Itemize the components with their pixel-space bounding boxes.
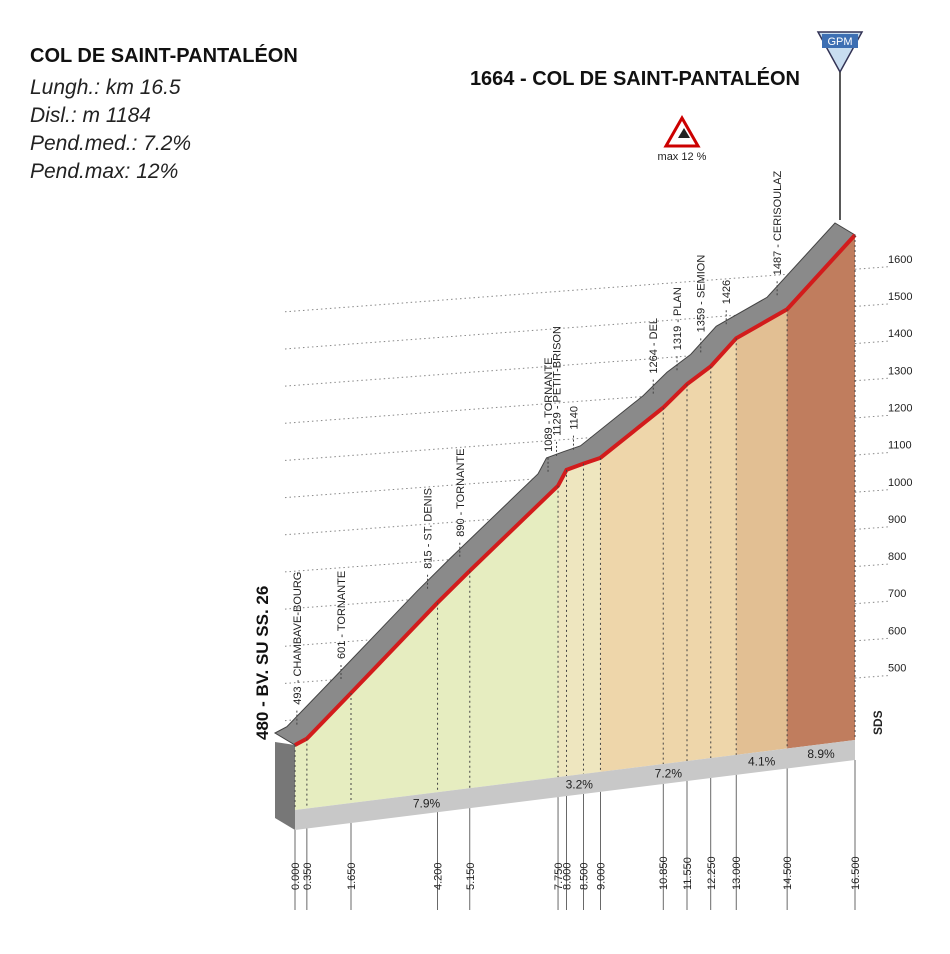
- x-tick-label: 10.850: [658, 856, 670, 890]
- x-tick-label: 16.500: [850, 856, 862, 890]
- x-tick-label: 0.000: [290, 862, 302, 890]
- max-sign-icon: [678, 128, 690, 138]
- x-tick-label: 5.150: [465, 862, 477, 890]
- point-label: 1487 - CERISOULAZ: [772, 170, 784, 275]
- y-tick-label: 800: [888, 551, 906, 563]
- point-label: 1129 - PETIT-BRISON: [552, 326, 564, 436]
- info-line: Pend.max: 12%: [30, 160, 178, 183]
- point-label: 1089 - TORNANTE: [543, 357, 555, 451]
- x-tick-label: 0.350: [302, 862, 314, 890]
- max-label: max 12 %: [658, 151, 707, 163]
- gradient-label: 7.9%: [413, 797, 441, 811]
- grid-line: [284, 266, 889, 313]
- info-line: Disl.: m 1184: [30, 104, 151, 127]
- x-tick-label: 14.500: [782, 856, 794, 890]
- grid-line: [284, 377, 889, 424]
- gpm-badge-bg: [822, 34, 858, 48]
- finish-mark: SDS: [871, 710, 885, 735]
- y-tick-label: 600: [888, 625, 906, 637]
- gradient-label: 8.9%: [807, 747, 835, 761]
- summit-label: 1664 - COL DE SAINT-PANTALÉON: [470, 67, 800, 90]
- point-label: 1359 - SEMION: [696, 255, 708, 333]
- y-tick-label: 900: [888, 514, 906, 526]
- info-line: Lungh.: km 16.5: [30, 76, 181, 99]
- gpm-text: GPM: [827, 36, 852, 48]
- y-tick-label: 700: [888, 588, 906, 600]
- info-line: Pend.med.: 7.2%: [30, 132, 191, 155]
- x-tick-label: 4.200: [433, 862, 445, 890]
- y-tick-label: 1000: [888, 477, 912, 489]
- x-tick-label: 9.000: [595, 862, 607, 890]
- point-label: 601 - TORNANTE: [336, 571, 348, 659]
- point-label: 1319 - PLAN: [672, 287, 684, 350]
- chart-title: COL DE SAINT-PANTALÉON: [30, 44, 298, 67]
- point-label: 1140: [568, 406, 580, 430]
- point-label: 493 - CHAMBAVE-BOURG: [292, 572, 304, 705]
- point-label: 815 - ST. DENIS: [423, 488, 435, 569]
- x-tick-label: 7.750: [553, 862, 565, 890]
- point-label: 1426: [721, 280, 733, 304]
- y-tick-label: 1100: [888, 440, 912, 452]
- grid-line: [284, 414, 889, 461]
- gradient-label: 4.1%: [748, 755, 776, 769]
- y-tick-label: 1500: [888, 291, 912, 303]
- gradient-label: 3.2%: [566, 777, 594, 791]
- y-tick-label: 1400: [888, 328, 912, 340]
- gradient-area: [558, 457, 601, 778]
- x-tick-label: 13.000: [731, 856, 743, 890]
- point-label: 1264 - DEL: [648, 318, 660, 374]
- gradient-area: [295, 485, 559, 810]
- base-side: [275, 742, 295, 830]
- gradient-area: [787, 235, 855, 749]
- grid-line: [284, 340, 889, 387]
- x-tick-label: 11.550: [682, 857, 694, 890]
- x-tick-label: 8.500: [578, 862, 590, 890]
- gradient-area: [736, 309, 788, 755]
- y-tick-label: 1200: [888, 402, 912, 414]
- start-label: 480 - BV. SU SS. 26: [253, 586, 272, 740]
- base-strip: [295, 740, 855, 830]
- gradient-label: 7.2%: [655, 766, 683, 780]
- gradient-area: [600, 338, 737, 772]
- x-tick-label: 12.250: [706, 856, 718, 890]
- y-tick-label: 1300: [888, 365, 912, 377]
- y-tick-label: 1600: [888, 254, 912, 266]
- x-tick-label: 1.650: [346, 862, 358, 890]
- point-label: 890 - TORNANTE: [455, 449, 467, 537]
- y-tick-label: 500: [888, 663, 906, 675]
- x-tick-label: 8.000: [562, 862, 574, 890]
- grid-line: [284, 303, 889, 350]
